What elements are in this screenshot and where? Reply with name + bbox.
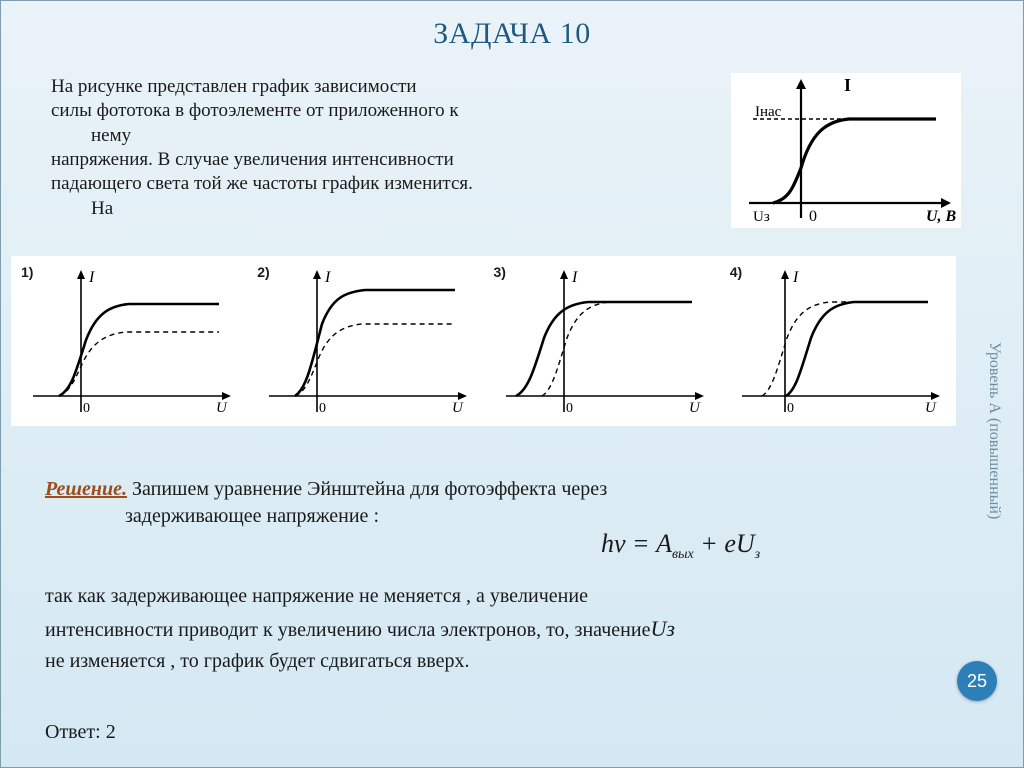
formula-sub: з: [755, 547, 760, 562]
svg-text:0: 0: [319, 401, 326, 416]
option-3: 3) I U 0: [484, 256, 720, 426]
svg-text:I: I: [792, 269, 799, 286]
svg-text:I: I: [88, 269, 95, 286]
solution-text: задерживающее напряжение :: [45, 503, 945, 530]
problem-line: На: [51, 197, 671, 221]
option-1: 1) I U 0: [11, 256, 247, 426]
option-4: 4) I U 0: [720, 256, 956, 426]
slide-title: ЗАДАЧА 10: [1, 1, 1023, 51]
solution-line: интенсивности приводит к увеличению числ…: [45, 612, 945, 646]
page-number-badge: 25: [957, 661, 997, 701]
svg-text:0: 0: [83, 401, 90, 416]
option-number: 2): [257, 264, 269, 280]
stop-voltage-label: Uз: [753, 209, 770, 225]
problem-line: силы фототока в фотоэлементе от приложен…: [51, 99, 671, 123]
svg-text:I: I: [571, 269, 578, 286]
level-sidebar: Уровень А (повышенный): [981, 251, 1003, 611]
svg-text:0: 0: [787, 401, 794, 416]
solution-line: так как задерживающее напряжение не меня…: [45, 581, 945, 612]
option-number: 1): [21, 264, 33, 280]
option-2: 2) I U 0: [247, 256, 483, 426]
problem-line: напряжения. В случае увеличения интенсив…: [51, 148, 671, 172]
svg-text:U: U: [689, 400, 701, 416]
solution-continued: так как задерживающее напряжение не меня…: [45, 581, 945, 677]
svg-text:U: U: [452, 400, 464, 416]
variable-u: Uз: [650, 616, 674, 641]
formula-sub: вых: [672, 547, 694, 562]
svg-text:U: U: [216, 400, 228, 416]
origin-label: 0: [809, 208, 817, 225]
einstein-formula: hν = Авых + еUз: [601, 529, 760, 563]
svg-text:U: U: [925, 400, 937, 416]
solution-text: Запишем уравнение Эйнштейна для фотоэффе…: [127, 478, 607, 500]
saturation-label: Iнас: [755, 104, 782, 120]
formula-lhs: hν: [601, 529, 626, 558]
reference-graph: I U, В Iнас 0 Uз: [731, 73, 961, 228]
solution-label: Решение.: [45, 478, 127, 500]
formula-eq: =: [626, 529, 657, 558]
problem-line: падающего света той же частоты график из…: [51, 172, 671, 196]
option-number: 3): [494, 264, 506, 280]
formula-term: еU: [724, 529, 754, 558]
formula-plus: +: [694, 529, 725, 558]
option-number: 4): [730, 264, 742, 280]
solution-block: Решение. Запишем уравнение Эйнштейна для…: [45, 476, 945, 530]
answer-line: Ответ: 2: [45, 721, 116, 744]
formula-term: А: [656, 529, 672, 558]
svg-text:I: I: [324, 269, 331, 286]
problem-text: На рисунке представлен график зависимост…: [51, 75, 671, 221]
answer-label: Ответ:: [45, 721, 106, 743]
answer-value: 2: [106, 721, 116, 743]
answer-options: 1) I U 0 2): [11, 256, 956, 426]
solution-line: не изменяется , то график будет сдвигать…: [45, 646, 945, 677]
svg-text:0: 0: [566, 401, 573, 416]
x-axis-label: U, В: [926, 208, 957, 225]
problem-line: нему: [51, 124, 671, 148]
problem-line: На рисунке представлен график зависимост…: [51, 75, 671, 99]
y-axis-label: I: [844, 75, 851, 95]
